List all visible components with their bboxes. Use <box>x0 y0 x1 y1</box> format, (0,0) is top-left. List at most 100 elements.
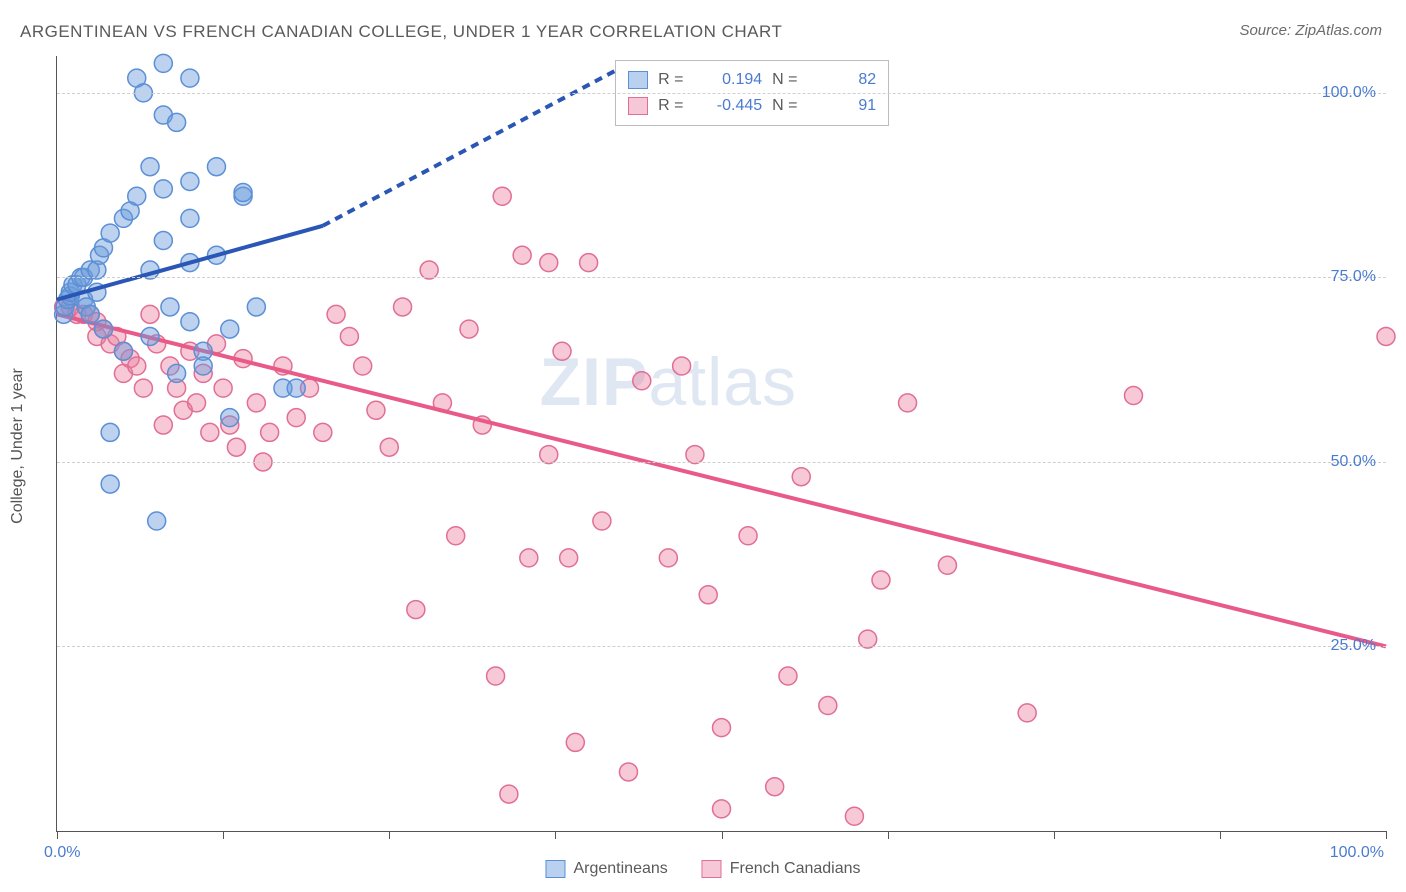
x-axis-max-label: 100.0% <box>1330 844 1384 862</box>
n-label: N = <box>772 71 806 89</box>
data-point <box>207 158 225 176</box>
data-point <box>686 446 704 464</box>
r-value-argentineans: 0.194 <box>702 71 762 89</box>
data-point <box>580 254 598 272</box>
y-axis-title: College, Under 1 year <box>9 368 27 524</box>
data-point <box>659 549 677 567</box>
data-point <box>161 298 179 316</box>
data-point <box>128 357 146 375</box>
data-point <box>95 320 113 338</box>
data-point <box>673 357 691 375</box>
x-tick <box>1054 831 1055 839</box>
x-tick <box>555 831 556 839</box>
x-axis-min-label: 0.0% <box>44 844 80 862</box>
data-point <box>553 342 571 360</box>
legend-row-french: R = -0.445 N = 91 <box>628 93 876 119</box>
data-point <box>181 172 199 190</box>
n-label: N = <box>772 97 806 115</box>
chart-title: ARGENTINEAN VS FRENCH CANADIAN COLLEGE, … <box>20 22 782 42</box>
data-point <box>221 320 239 338</box>
data-point <box>699 586 717 604</box>
x-tick <box>888 831 889 839</box>
x-tick <box>57 831 58 839</box>
data-point <box>261 423 279 441</box>
data-point <box>234 184 252 202</box>
data-point <box>1018 704 1036 722</box>
data-point <box>154 416 172 434</box>
y-gridline <box>57 646 1386 647</box>
data-point <box>560 549 578 567</box>
data-point <box>447 527 465 545</box>
swatch-french <box>628 97 648 115</box>
data-point <box>154 54 172 72</box>
data-point <box>168 364 186 382</box>
data-point <box>713 719 731 737</box>
data-point <box>287 379 305 397</box>
data-point <box>181 313 199 331</box>
data-point <box>101 224 119 242</box>
data-point <box>101 475 119 493</box>
data-point <box>394 298 412 316</box>
data-point <box>819 697 837 715</box>
legend-row-argentineans: R = 0.194 N = 82 <box>628 67 876 93</box>
r-label: R = <box>658 97 692 115</box>
data-point <box>1377 327 1395 345</box>
x-tick <box>1220 831 1221 839</box>
r-label: R = <box>658 71 692 89</box>
swatch-argentineans <box>628 71 648 89</box>
data-point <box>566 733 584 751</box>
data-point <box>340 327 358 345</box>
n-value-french: 91 <box>816 97 876 115</box>
data-point <box>247 394 265 412</box>
data-point <box>354 357 372 375</box>
data-point <box>188 394 206 412</box>
y-gridline <box>57 277 1386 278</box>
data-point <box>845 807 863 825</box>
data-point <box>487 667 505 685</box>
plot-svg <box>57 56 1386 831</box>
data-point <box>247 298 265 316</box>
source-label: Source: ZipAtlas.com <box>1239 22 1382 39</box>
data-point <box>81 305 99 323</box>
legend-item-french: French Canadians <box>702 860 861 878</box>
data-point <box>101 423 119 441</box>
data-point <box>407 601 425 619</box>
data-point <box>287 409 305 427</box>
y-tick-label: 75.0% <box>1331 268 1376 286</box>
r-value-french: -0.445 <box>702 97 762 115</box>
data-point <box>593 512 611 530</box>
data-point <box>739 527 757 545</box>
x-tick <box>223 831 224 839</box>
y-tick-label: 50.0% <box>1331 453 1376 471</box>
data-point <box>227 438 245 456</box>
legend-label-argentineans: Argentineans <box>573 860 667 878</box>
n-value-argentineans: 82 <box>816 71 876 89</box>
data-point <box>872 571 890 589</box>
data-point <box>633 372 651 390</box>
data-point <box>168 113 186 131</box>
data-point <box>314 423 332 441</box>
y-tick-label: 100.0% <box>1322 84 1376 102</box>
data-point <box>540 254 558 272</box>
data-point <box>713 800 731 818</box>
legend-label-french: French Canadians <box>730 860 861 878</box>
data-point <box>420 261 438 279</box>
swatch-french-bottom <box>702 860 722 878</box>
data-point <box>181 209 199 227</box>
plot-area: ZIPatlas R = 0.194 N = 82 R = -0.445 N =… <box>56 56 1386 832</box>
data-point <box>141 158 159 176</box>
data-point <box>141 327 159 345</box>
data-point <box>540 446 558 464</box>
data-point <box>460 320 478 338</box>
data-point <box>327 305 345 323</box>
x-tick <box>1386 831 1387 839</box>
data-point <box>779 667 797 685</box>
data-point <box>367 401 385 419</box>
data-point <box>493 187 511 205</box>
y-gridline <box>57 93 1386 94</box>
data-point <box>201 423 219 441</box>
data-point <box>134 379 152 397</box>
data-point <box>766 778 784 796</box>
data-point <box>221 409 239 427</box>
y-tick-label: 25.0% <box>1331 637 1376 655</box>
